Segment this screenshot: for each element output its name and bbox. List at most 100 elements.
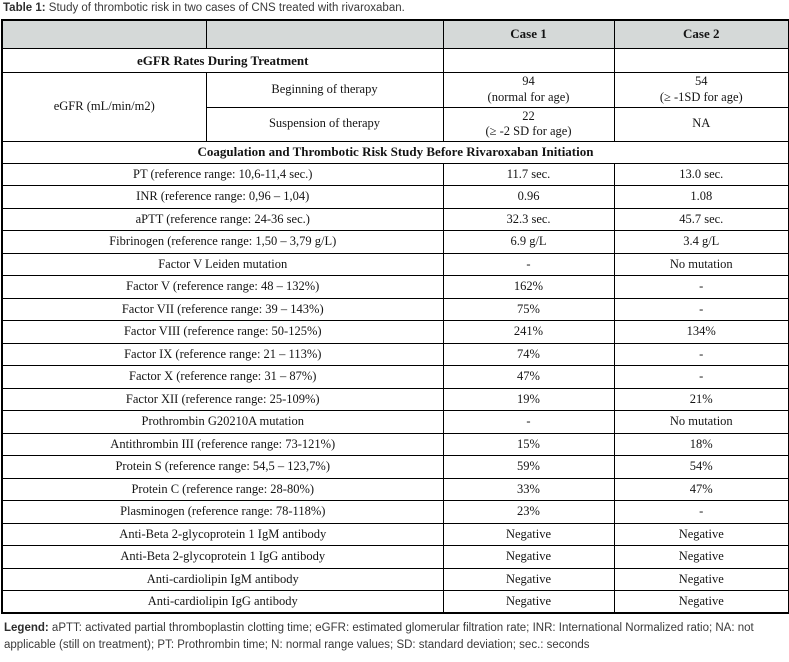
table-legend: Legend: aPTT: activated partial thrombop… [0,620,789,653]
table-header-row: Case 1 Case 2 [1,19,789,50]
case2-value: 21% [613,387,789,412]
case2-value: NA [613,106,789,142]
case1-value: 11.7 sec. [442,162,615,187]
case2-value: - [613,342,789,367]
row-label: aPTT (reference range: 24-36 sec.) [1,207,444,232]
case2-value: - [613,297,789,322]
row-label: Protein S (reference range: 54,5 – 123,7… [1,455,444,479]
case2-value: 54 (≥ -1SD for age) [613,72,789,108]
case2-value: 134% [613,320,789,344]
row-label: Factor V (reference range: 48 – 132%) [1,275,444,299]
section-row: Coagulation and Thrombotic Risk Study Be… [1,140,789,164]
table-row: Anti-cardiolipin IgM antibody Negative Neg… [1,567,789,592]
case1-value: 94 (normal for age) [442,72,615,108]
group-label: eGFR (mL/min/m2) [1,72,207,142]
case1-value: 23% [442,500,615,524]
row-label: Fibrinogen (reference range: 1,50 – 3,79… [1,230,444,254]
thrombotic-risk-table: Case 1 Case 2 eGFR Rates During Treatmen… [1,18,789,615]
case2-value: Negative [613,590,789,614]
table-row: Factor IX (reference range: 21 – 113%) 74… [1,342,789,367]
case2-value: Negative [613,522,789,547]
row-label: Anti-Beta 2-glycoprotein 1 IgM antibody [1,522,444,547]
row-label: Factor X (reference range: 31 – 87%) [1,365,444,389]
case2-value: 45.7 sec. [613,207,789,232]
case1-value: 47% [442,365,615,389]
case1-value: - [442,410,615,434]
case1-value: 59% [442,455,615,479]
case2-value: 18% [613,432,789,457]
case1-value: 15% [442,432,615,457]
legend-label: Legend: [4,622,49,635]
table-row: Protein S (reference range: 54,5 – 123,7… [1,455,789,479]
case1-value: Negative [442,545,615,569]
row-label: PT (reference range: 10,6-11,4 sec.) [1,162,444,187]
table-caption-label: Table 1: [3,2,46,14]
table-row: Factor V Leiden mutation - No mutation [1,252,789,277]
row-label: Antithrombin III (reference range: 73-12… [1,432,444,457]
table-row: eGFR (mL/min/m2) Beginning of therapy 94 (n… [1,72,789,142]
case1-value: - [442,252,615,277]
case2-value: No mutation [613,252,789,277]
row-label: Factor XII (reference range: 25-109%) [1,387,444,412]
table-row: Factor XII (reference range: 25-109%) 19%… [1,387,789,412]
table-caption: Table 1: Study of thrombotic risk in two… [0,0,789,19]
row-label: Anti-cardiolipin IgM antibody [1,567,444,592]
section-label: Coagulation and Thrombotic Risk Study Be… [1,140,789,164]
table-row: Anti-Beta 2-glycoprotein 1 IgG antibody N… [1,545,789,569]
case1-value: 0.96 [442,185,615,209]
case2-value: 54% [613,455,789,479]
table-row: Anti-Beta 2-glycoprotein 1 IgM antibody N… [1,522,789,547]
row-label: Factor IX (reference range: 21 – 113%) [1,342,444,367]
table-row: Factor V (reference range: 48 – 132%) 162… [1,275,789,299]
table-row: Anti-cardiolipin IgG antibody Negative Neg… [1,590,789,614]
case1-value: 75% [442,297,615,322]
case1-value: 241% [442,320,615,344]
case2-value: 13.0 sec. [613,162,789,187]
case1-value: 33% [442,477,615,502]
table-row: INR (reference range: 0,96 – 1,04) 0.96 1.… [1,185,789,209]
case1-value: 22 (≥ -2 SD for age) [442,106,615,142]
case1-value: 19% [442,387,615,412]
case1-value [442,48,615,74]
row-label: Anti-cardiolipin IgG antibody [1,590,444,614]
case2-value [613,48,789,74]
case1-value: 32.3 sec. [442,207,615,232]
column-header-case1: Case 1 [442,19,615,50]
row-label: Protein C (reference range: 28-80%) [1,477,444,502]
header-corner-cell-1 [1,19,207,50]
table-row: Factor VIII (reference range: 50-125%) 24… [1,320,789,344]
table-row: Prothrombin G20210A mutation - No mutation [1,410,789,434]
table-row: Antithrombin III (reference range: 73-12… [1,432,789,457]
table-row: Suspension of therapy 22 (≥ -2 SD for age)… [2,106,789,142]
case2-value: No mutation [613,410,789,434]
case1-value: Negative [442,567,615,592]
row-label: Factor VIII (reference range: 50-125%) [1,320,444,344]
case2-value: Negative [613,545,789,569]
row-label: Plasminogen (reference range: 78-118%) [1,500,444,524]
case1-value: Negative [442,590,615,614]
row-sublabel: Suspension of therapy [205,106,444,142]
table-row: PT (reference range: 10,6-11,4 sec.) 11.7… [1,162,789,187]
header-corner-cell-2 [205,19,444,50]
row-label: Factor V Leiden mutation [1,252,444,277]
case1-value: 74% [442,342,615,367]
case1-value: Negative [442,522,615,547]
case2-value: - [613,365,789,389]
row-label: Anti-Beta 2-glycoprotein 1 IgG antibody [1,545,444,569]
table-row: Protein C (reference range: 28-80%) 33% 47… [1,477,789,502]
row-label: Prothrombin G20210A mutation [1,410,444,434]
section-label: eGFR Rates During Treatment [1,48,444,74]
case1-value: 162% [442,275,615,299]
case2-value: - [613,275,789,299]
case2-value: 47% [613,477,789,502]
row-label: INR (reference range: 0,96 – 1,04) [1,185,444,209]
case2-value: - [613,500,789,524]
table-row: Fibrinogen (reference range: 1,50 – 3,79… [1,230,789,254]
case2-value: 3.4 g/L [613,230,789,254]
table-row: Plasminogen (reference range: 78-118%) 23… [1,500,789,524]
legend-text: aPTT: activated partial thromboplastin c… [4,622,754,651]
case2-value: Negative [613,567,789,592]
case1-value: 6.9 g/L [442,230,615,254]
row-sublabel: Beginning of therapy [205,72,444,108]
row-label: Factor VII (reference range: 39 – 143%) [1,297,444,322]
